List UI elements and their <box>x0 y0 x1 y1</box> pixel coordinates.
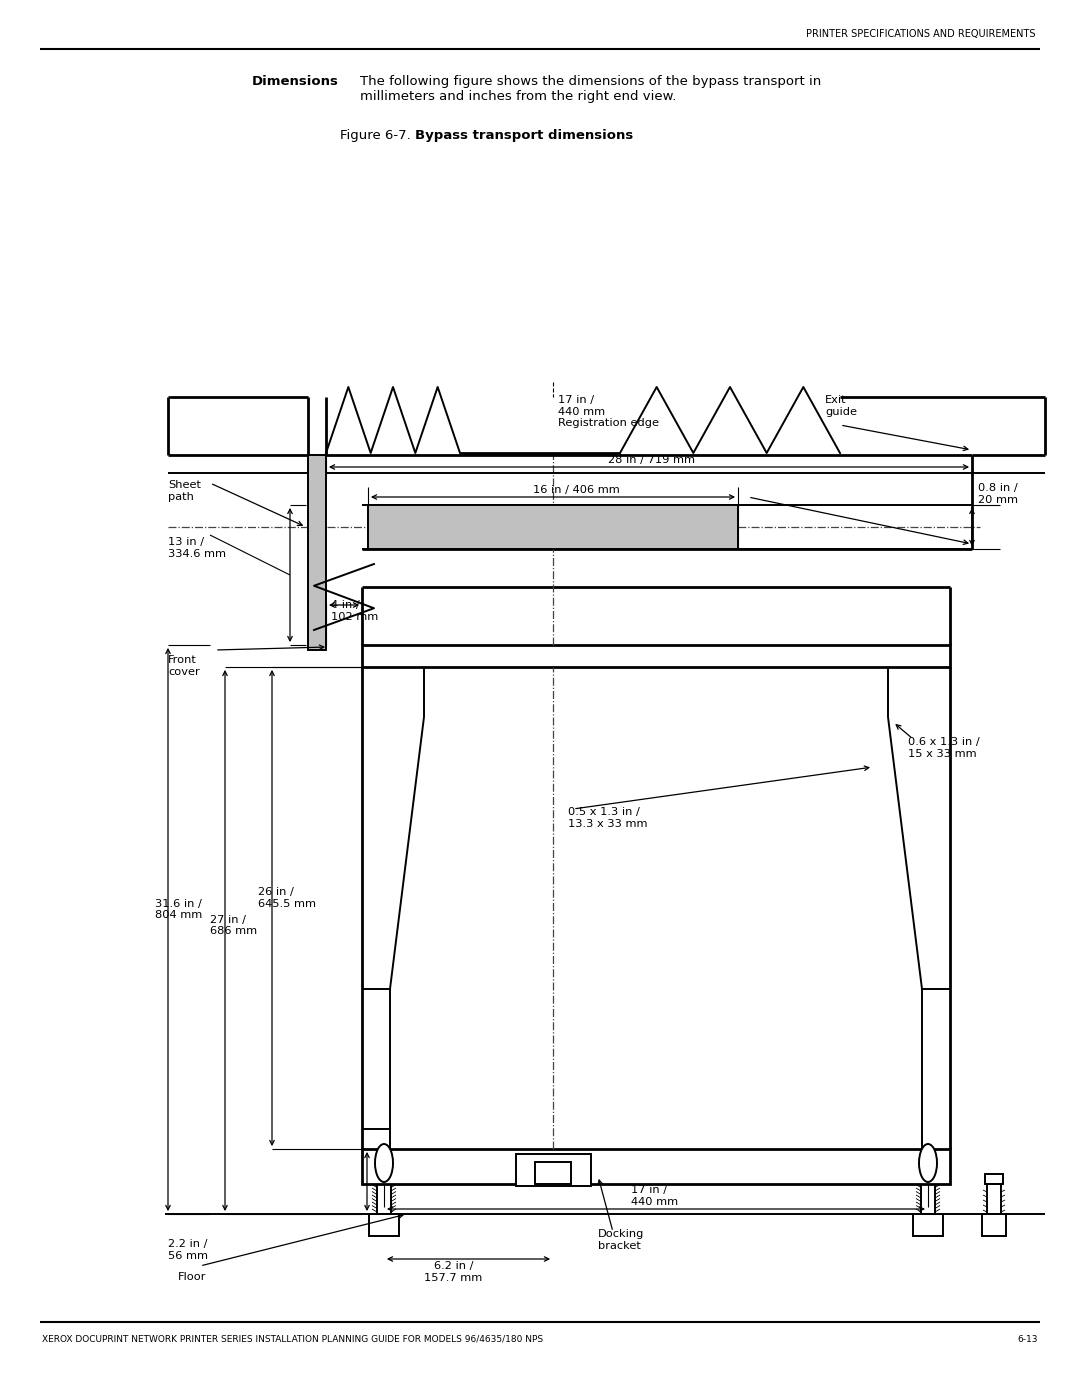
Text: 26 in /
645.5 mm: 26 in / 645.5 mm <box>258 887 316 909</box>
Text: 0.8 in /
20 mm: 0.8 in / 20 mm <box>978 483 1018 504</box>
Text: 6.2 in /
157.7 mm: 6.2 in / 157.7 mm <box>424 1261 483 1282</box>
Text: 6-13: 6-13 <box>1017 1336 1038 1344</box>
Text: Docking
bracket: Docking bracket <box>598 1229 645 1250</box>
Text: 17 in /
440 mm: 17 in / 440 mm <box>631 1186 678 1207</box>
Bar <box>308 455 326 650</box>
Bar <box>362 645 950 666</box>
Text: XEROX DOCUPRINT NETWORK PRINTER SERIES INSTALLATION PLANNING GUIDE FOR MODELS 96: XEROX DOCUPRINT NETWORK PRINTER SERIES I… <box>42 1336 543 1344</box>
Text: PRINTER SPECIFICATIONS AND REQUIREMENTS: PRINTER SPECIFICATIONS AND REQUIREMENTS <box>806 29 1035 39</box>
Ellipse shape <box>919 1144 937 1182</box>
Bar <box>921 1185 935 1214</box>
Bar <box>987 1185 1001 1214</box>
Text: Floor: Floor <box>178 1273 206 1282</box>
Bar <box>368 504 738 549</box>
Bar <box>369 1214 399 1236</box>
Bar <box>985 1173 1003 1185</box>
Text: 4 in /
102 mm: 4 in / 102 mm <box>330 599 378 622</box>
Text: Sheet
path: Sheet path <box>168 481 201 502</box>
Text: 27 in /
686 mm: 27 in / 686 mm <box>210 915 257 936</box>
Text: The following figure shows the dimensions of the bypass transport in
millimeters: The following figure shows the dimension… <box>360 75 821 103</box>
Bar <box>535 1162 571 1185</box>
Bar <box>982 1214 1005 1236</box>
Text: Figure 6-7.: Figure 6-7. <box>340 129 410 142</box>
Text: Front
cover: Front cover <box>168 655 200 676</box>
Ellipse shape <box>375 1144 393 1182</box>
Bar <box>913 1214 943 1236</box>
Text: Exit
guide: Exit guide <box>825 395 858 416</box>
Text: 17 in /
440 mm
Registration edge: 17 in / 440 mm Registration edge <box>558 395 659 429</box>
Text: Dimensions: Dimensions <box>252 75 339 88</box>
Text: 16 in / 406 mm: 16 in / 406 mm <box>534 485 620 495</box>
Text: 0.6 x 1.3 in /
15 x 33 mm: 0.6 x 1.3 in / 15 x 33 mm <box>908 738 980 759</box>
Text: 13 in /
334.6 mm: 13 in / 334.6 mm <box>168 536 226 559</box>
Text: 28 in / 719 mm: 28 in / 719 mm <box>608 455 696 465</box>
Bar <box>377 1185 391 1214</box>
Bar <box>362 1148 950 1185</box>
Text: 2.2 in /
56 mm: 2.2 in / 56 mm <box>168 1239 208 1260</box>
Bar <box>516 1154 591 1186</box>
Text: Bypass transport dimensions: Bypass transport dimensions <box>415 129 633 142</box>
Text: 31.6 in /
804 mm: 31.6 in / 804 mm <box>156 898 202 921</box>
Text: 0.5 x 1.3 in /
13.3 x 33 mm: 0.5 x 1.3 in / 13.3 x 33 mm <box>568 807 648 828</box>
